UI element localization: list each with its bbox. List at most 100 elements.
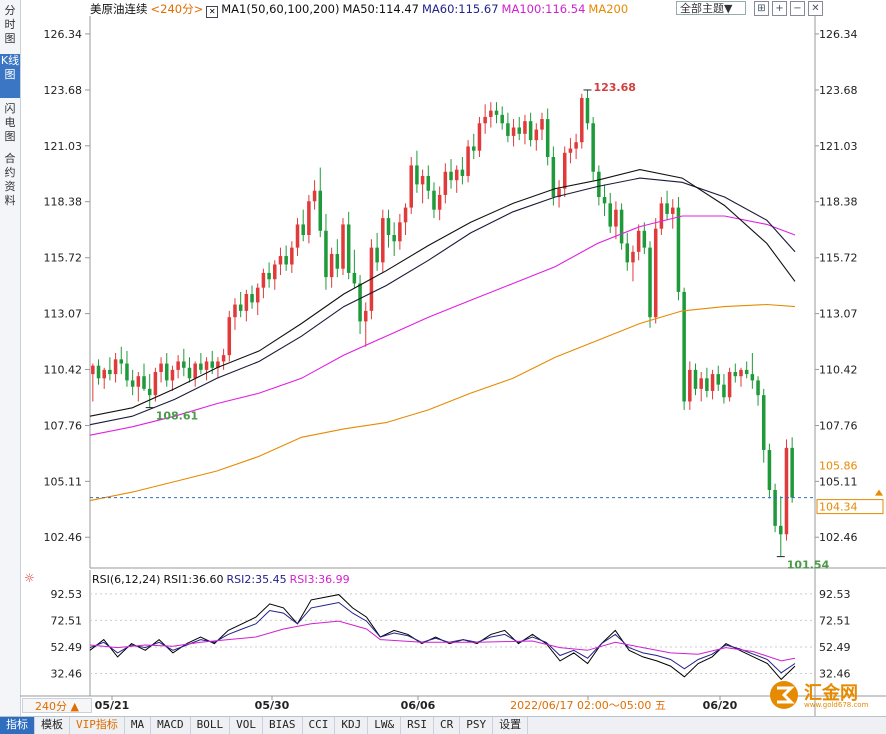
candle-body bbox=[665, 203, 669, 214]
tab-14[interactable]: 设置 bbox=[493, 717, 529, 734]
ma60-line bbox=[89, 177, 796, 426]
candle-body bbox=[278, 256, 283, 265]
candle-body bbox=[295, 224, 300, 248]
current-price-tag bbox=[816, 499, 884, 515]
low-annotation: 108.61 bbox=[156, 410, 198, 423]
candle-body bbox=[312, 190, 317, 202]
tab-4[interactable]: MACD bbox=[151, 717, 191, 734]
grid-icon[interactable]: ⊞ bbox=[754, 1, 769, 16]
candle-body bbox=[483, 116, 487, 124]
rsi-tick-label-right: 32.46 bbox=[819, 667, 851, 680]
candle-body bbox=[415, 165, 419, 185]
ma60-label: MA60:115.67 bbox=[422, 2, 499, 16]
rsi-tick-label-right: 92.53 bbox=[819, 588, 851, 601]
close-icon[interactable]: ✕ bbox=[808, 1, 823, 16]
ma200-line bbox=[89, 303, 796, 502]
candle-body bbox=[255, 287, 260, 303]
candle-body bbox=[500, 114, 504, 124]
candle-body bbox=[716, 374, 721, 385]
y-tick-label-left: 115.72 bbox=[44, 252, 83, 265]
nav-tab-timeshare[interactable]: 分时图 bbox=[4, 4, 16, 45]
candle-body bbox=[318, 190, 323, 231]
tab-8[interactable]: CCI bbox=[303, 717, 336, 734]
candle-body bbox=[346, 224, 351, 273]
x-tick-label: 05/30 bbox=[255, 699, 290, 712]
candle-body bbox=[443, 171, 448, 195]
candle-body bbox=[227, 317, 232, 356]
candle-body bbox=[750, 374, 755, 381]
candle-body bbox=[392, 234, 396, 242]
candle-body bbox=[460, 169, 465, 176]
y-tick-label-left: 107.76 bbox=[44, 420, 83, 433]
candle-body bbox=[187, 367, 192, 379]
y-tick-label-left: 123.68 bbox=[44, 84, 83, 97]
tab-13[interactable]: PSY bbox=[460, 717, 494, 734]
nav-tab-contract-info[interactable]: 合约资料 bbox=[4, 152, 16, 207]
ma200-label: MA200 bbox=[588, 2, 629, 16]
candle-body bbox=[642, 230, 647, 248]
chart-header: 美原油连续 <240分> ✕ MA1(50,60,100,200) MA50:114.4… bbox=[90, 1, 631, 18]
rsi-tick-label-right: 72.51 bbox=[819, 614, 851, 627]
ma50-label: MA50:114.47 bbox=[342, 2, 419, 16]
candle-body bbox=[454, 169, 459, 181]
last-close-label: 105.86 bbox=[819, 460, 858, 473]
y-tick-label-right: 121.03 bbox=[819, 140, 858, 153]
tab-6[interactable]: VOL bbox=[230, 717, 263, 734]
candle-body bbox=[307, 201, 311, 235]
theme-select[interactable]: 全部主题▼ bbox=[676, 1, 746, 15]
tab-11[interactable]: RSI bbox=[401, 717, 434, 734]
tab-7[interactable]: BIAS bbox=[263, 717, 303, 734]
tab-3[interactable]: MA bbox=[125, 717, 152, 734]
x-tick-label: 2022/06/17 02:00～05:00 五 bbox=[510, 699, 666, 712]
candle-body bbox=[648, 247, 652, 318]
y-tick-label-right: 115.72 bbox=[819, 252, 858, 265]
y-tick-label-left: 126.34 bbox=[44, 28, 83, 41]
current-price-arrow-icon bbox=[875, 489, 883, 496]
candle-body bbox=[381, 218, 385, 263]
tab-5[interactable]: BOLL bbox=[191, 717, 231, 734]
candle-body bbox=[523, 121, 527, 134]
rsi-settings-icon[interactable]: ☼ bbox=[24, 571, 35, 585]
tab-1[interactable]: 模板 bbox=[35, 717, 70, 734]
candle-body bbox=[358, 283, 362, 322]
left-nav: 分时图 K线图 闪电图 合约资料 bbox=[0, 0, 21, 716]
candle-body bbox=[602, 197, 607, 204]
candle-body bbox=[136, 376, 141, 387]
tab-2[interactable]: VIP指标 bbox=[70, 717, 125, 734]
candle-body bbox=[130, 380, 135, 387]
candle-body bbox=[420, 175, 425, 185]
ma-label: MA1(50,60,100,200) bbox=[221, 2, 340, 16]
candle-body bbox=[238, 304, 243, 311]
period-button[interactable]: 240分 ▲ bbox=[22, 698, 92, 713]
y-tick-label-right: 113.07 bbox=[819, 308, 858, 321]
tab-0[interactable]: 指标 bbox=[0, 717, 35, 734]
candle-body bbox=[182, 361, 186, 368]
nav-tab-kline[interactable]: K线图 bbox=[0, 54, 20, 98]
candle-body bbox=[597, 171, 601, 198]
nav-tab-flash[interactable]: 闪电图 bbox=[4, 102, 16, 143]
candle-body bbox=[494, 110, 499, 115]
zoom-out-icon[interactable]: − bbox=[790, 1, 805, 16]
candle-body bbox=[574, 142, 578, 149]
y-tick-label-left: 105.11 bbox=[44, 475, 83, 488]
tab-10[interactable]: LW& bbox=[368, 717, 402, 734]
candle-body bbox=[557, 188, 561, 198]
y-tick-label-right: 105.11 bbox=[819, 475, 858, 488]
candle-body bbox=[250, 294, 254, 303]
candle-body bbox=[91, 365, 95, 375]
candle-body bbox=[290, 247, 294, 265]
tab-9[interactable]: KDJ bbox=[335, 717, 369, 734]
candle-body bbox=[676, 207, 681, 292]
candle-body bbox=[432, 190, 436, 210]
period-label: <240分> bbox=[150, 2, 204, 16]
chart-canvas: 126.34 126.34 123.68 123.68 121.03 121.03 118.… bbox=[20, 16, 886, 716]
zoom-in-icon[interactable]: + bbox=[772, 1, 787, 16]
candle-body bbox=[551, 157, 556, 198]
candle-body bbox=[511, 127, 516, 136]
candle-body bbox=[193, 363, 197, 379]
candle-body bbox=[147, 388, 152, 396]
candle-body bbox=[705, 378, 709, 391]
y-tick-label-right: 102.46 bbox=[819, 531, 858, 544]
candle-body bbox=[199, 363, 203, 370]
tab-12[interactable]: CR bbox=[434, 717, 461, 734]
